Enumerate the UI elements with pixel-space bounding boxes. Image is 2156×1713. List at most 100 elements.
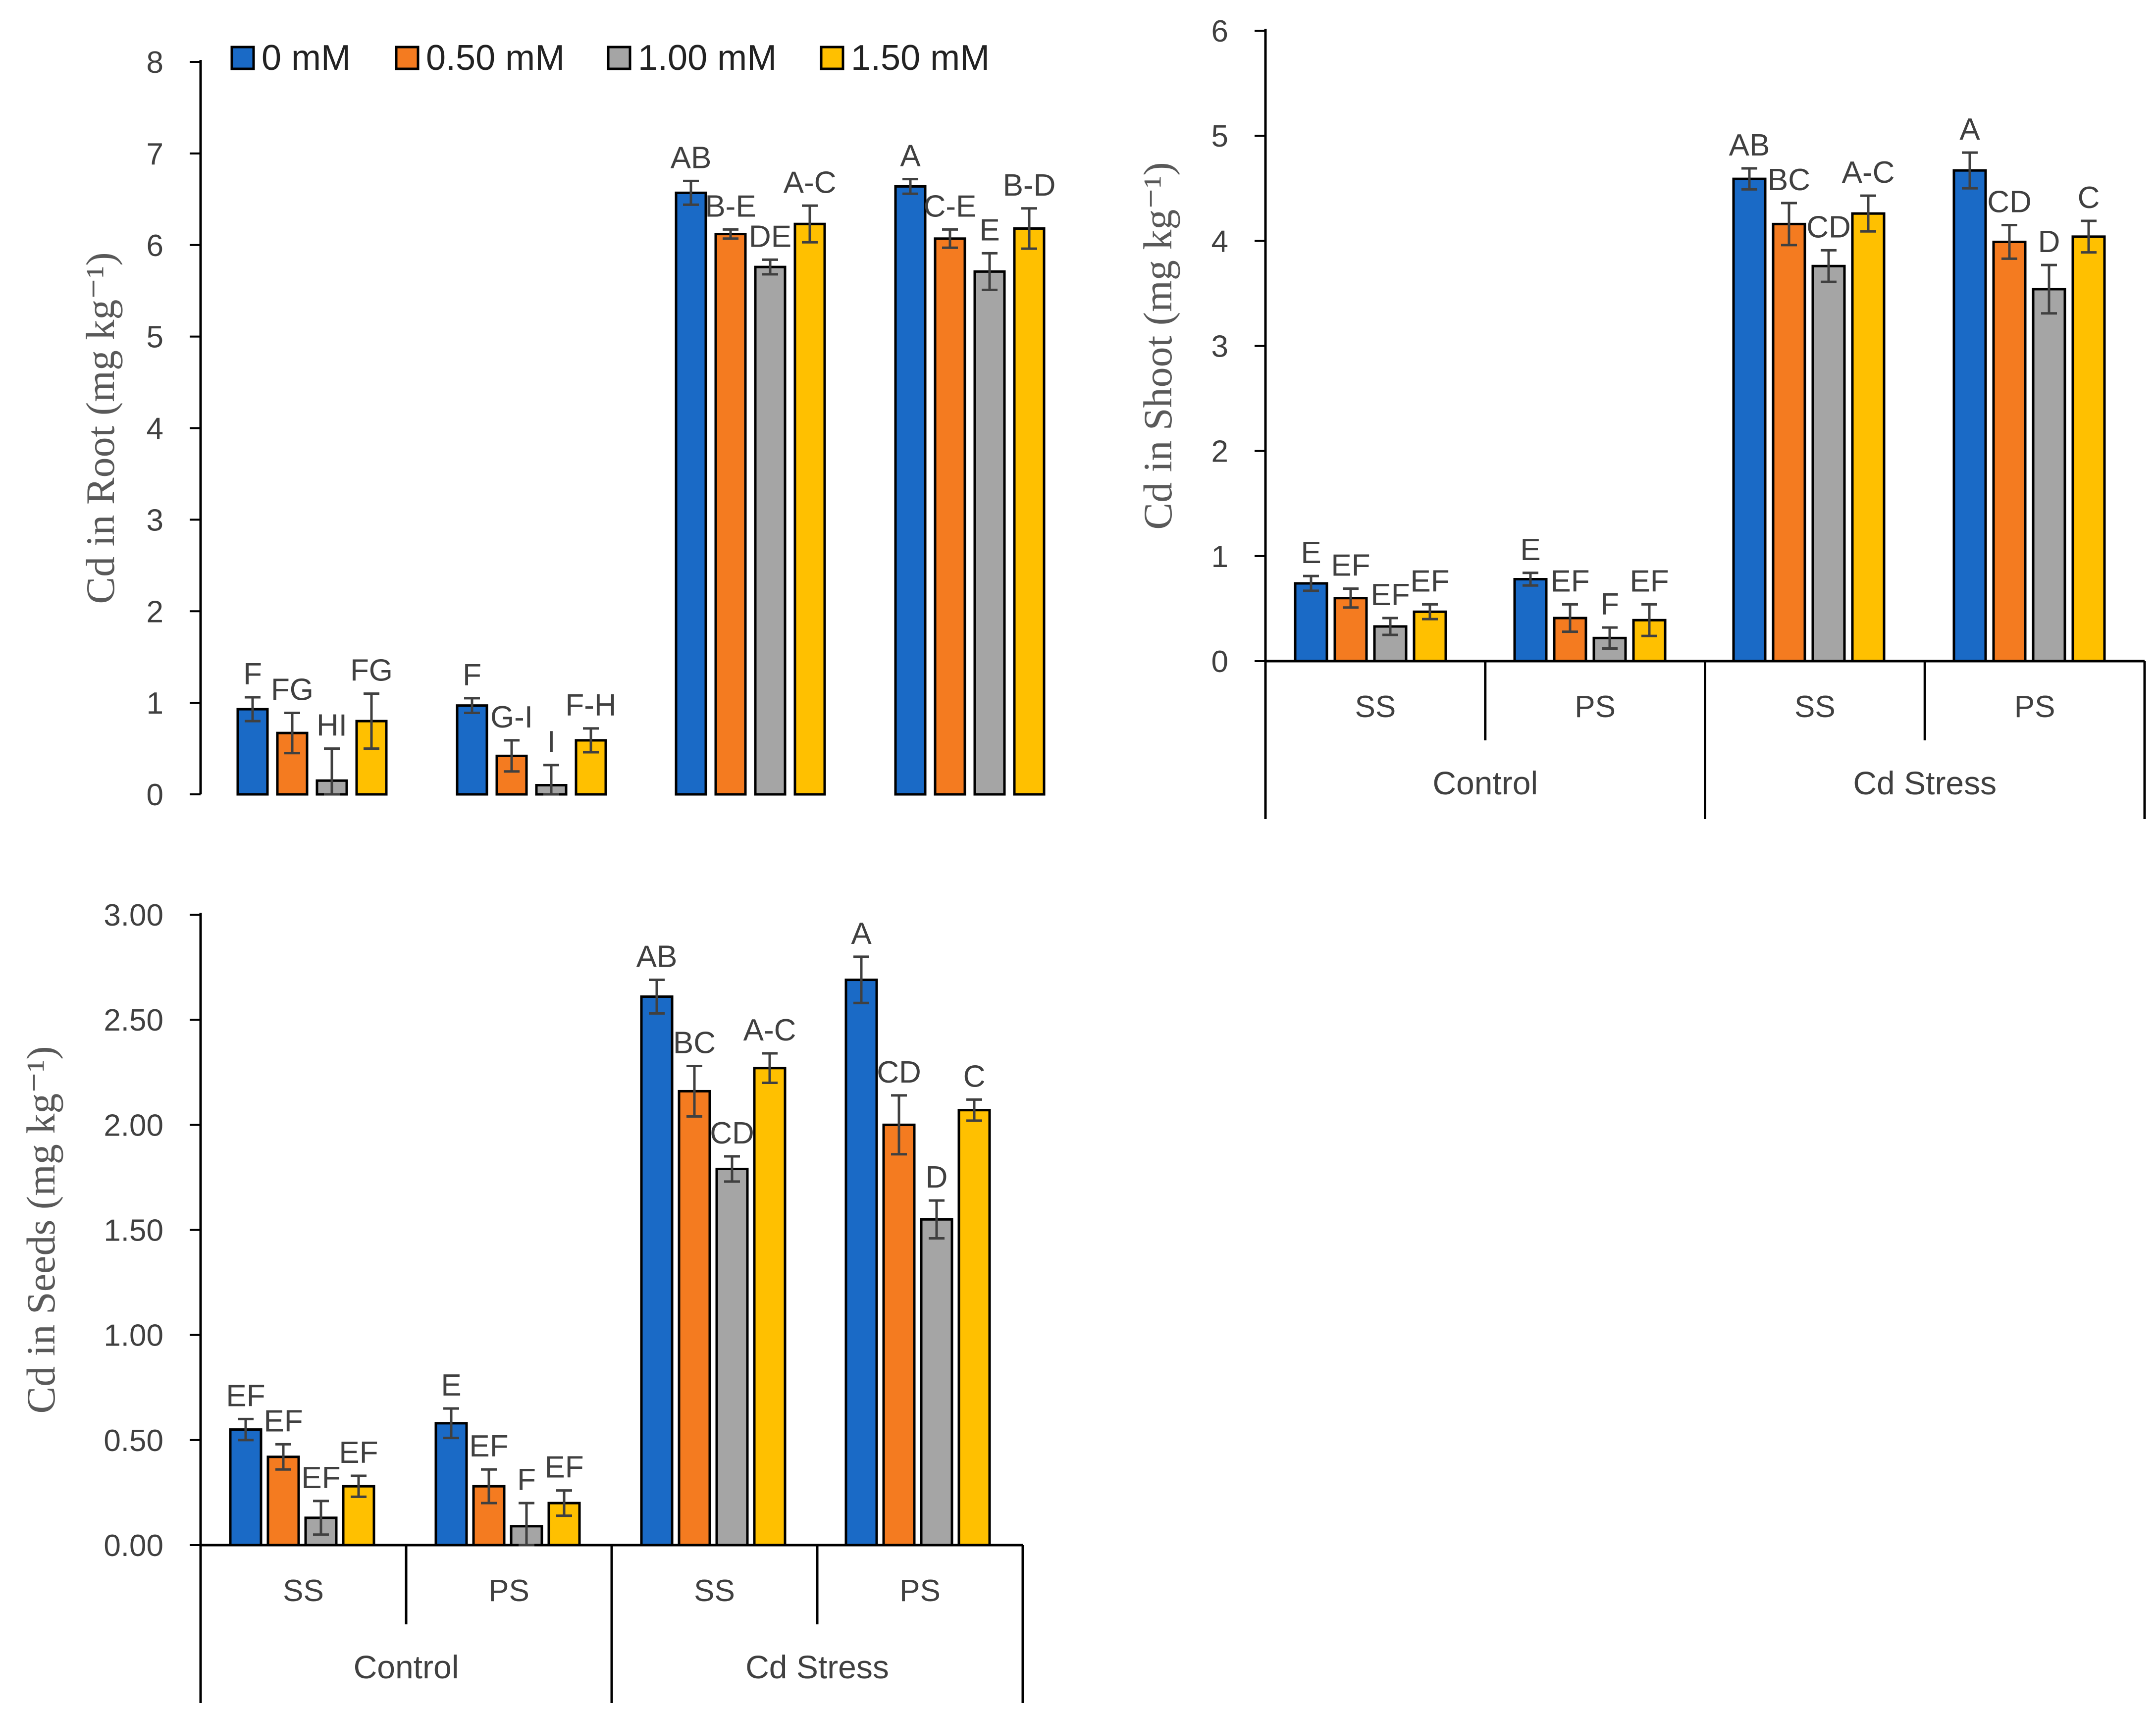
significance-letter: D — [2038, 225, 2060, 259]
significance-letter: I — [547, 725, 555, 759]
significance-letter: A — [851, 917, 872, 951]
bar — [973, 270, 1006, 796]
significance-letter: EF — [1331, 549, 1370, 583]
significance-letter: B-D — [1003, 168, 1056, 203]
significance-letter: E — [1301, 536, 1321, 570]
significance-letter: CD — [1987, 185, 2032, 219]
bar — [1732, 177, 1767, 663]
significance-letter: EF — [301, 1461, 340, 1495]
significance-letter: BC — [673, 1026, 716, 1060]
y-tick-label: 2 — [147, 595, 163, 629]
bar — [754, 265, 787, 796]
significance-letter: CD — [1806, 210, 1851, 244]
legend-swatch — [607, 46, 631, 70]
bar — [934, 237, 966, 796]
category-label: PS — [2014, 690, 2055, 724]
y-tick-label: 0 — [147, 778, 163, 812]
legend-label: 0 mM — [262, 38, 351, 78]
legend: 0 mM 0.50 mM 1.00 mM 1.50 mM — [230, 38, 990, 78]
category-label: SS — [1355, 690, 1396, 724]
significance-letter: D — [926, 1160, 948, 1194]
bar — [678, 1090, 711, 1547]
bar — [753, 1067, 787, 1547]
significance-letter: FG — [271, 673, 314, 707]
significance-letter: EF — [544, 1451, 583, 1485]
y-axis-label: Cd in Seeds (mg kg⁻¹) — [18, 1046, 63, 1413]
significance-letter: EF — [339, 1436, 378, 1470]
significance-letter: EF — [469, 1429, 508, 1463]
y-tick-label: 3 — [1211, 330, 1228, 364]
root-cd-chart: 0 1 2 3 4 5 6 7 8 Cd in Root (mg kg⁻¹) F F AB A FG G-I B… — [78, 46, 1055, 812]
significance-letter: A — [1959, 112, 1980, 147]
significance-letter: AB — [671, 141, 712, 175]
y-tick-label: 1 — [1211, 540, 1228, 574]
y-tick-label: 2.50 — [104, 1003, 163, 1038]
bar — [2071, 235, 2106, 663]
bar — [1513, 578, 1548, 663]
bar — [920, 1218, 953, 1547]
significance-letter: A-C — [784, 165, 837, 200]
significance-letter: DE — [749, 219, 791, 254]
y-tick-label: 4 — [147, 412, 163, 446]
group-label: Cd Stress — [1853, 765, 1997, 801]
bar — [1013, 227, 1046, 796]
category-label: SS — [283, 1574, 324, 1608]
significance-letter: A-C — [743, 1013, 796, 1047]
category-label: SS — [1794, 690, 1836, 724]
y-tick-label: 3 — [147, 503, 163, 537]
bar — [793, 222, 826, 796]
y-tick-label: 0.50 — [104, 1424, 163, 1458]
significance-letter: AB — [1729, 128, 1770, 162]
significance-letter: E — [441, 1368, 461, 1402]
bar — [882, 1123, 916, 1547]
bar — [1952, 169, 1987, 663]
significance-letter: E — [1520, 533, 1540, 567]
significance-letter: EF — [1370, 578, 1410, 612]
significance-letter: F-H — [565, 688, 616, 723]
significance-letter: AB — [636, 940, 678, 974]
significance-letter: F — [243, 657, 262, 691]
significance-letter: A — [900, 139, 921, 173]
bar — [1294, 582, 1328, 663]
y-tick-label: 1.00 — [104, 1319, 163, 1353]
significance-letter: CD — [877, 1055, 921, 1090]
legend-label: 0.50 mM — [426, 38, 565, 78]
bar — [434, 1422, 468, 1547]
significance-letter: EF — [1630, 564, 1669, 598]
legend-label: 1.00 mM — [638, 38, 777, 78]
significance-letter: EF — [1410, 564, 1449, 598]
legend-label: 1.50 mM — [851, 38, 990, 78]
y-axis-label: Cd in Shoot (mg kg⁻¹) — [1135, 162, 1180, 529]
significance-letter: C-E — [924, 189, 977, 223]
significance-letter: F — [1600, 587, 1619, 622]
y-tick-label: 0 — [1211, 645, 1228, 679]
y-tick-label: 0.00 — [104, 1529, 163, 1563]
shoot-cd-chart: 0 1 2 3 4 5 6 Cd in Shoot (mg kg⁻¹) SS PS SS PS Cont… — [1135, 14, 2146, 819]
bar — [675, 191, 707, 796]
bar — [894, 185, 927, 796]
significance-letter: B-E — [705, 189, 756, 223]
bar — [456, 704, 488, 796]
y-axis-label: Cd in Root (mg kg⁻¹) — [78, 252, 123, 604]
significance-letter: C — [963, 1059, 986, 1093]
y-tick-label: 6 — [1211, 14, 1228, 49]
y-tick-label: 4 — [1211, 224, 1228, 259]
bar — [1811, 264, 1846, 663]
y-tick-label: 2.00 — [104, 1108, 163, 1142]
bar — [715, 1167, 749, 1547]
significance-letter: G-I — [490, 700, 533, 734]
significance-letter: F — [517, 1463, 536, 1497]
significance-letter: EF — [226, 1379, 265, 1413]
significance-letter: HI — [316, 709, 347, 743]
y-tick-label: 1.50 — [104, 1214, 163, 1248]
category-label: PS — [488, 1574, 529, 1608]
group-label: Control — [354, 1649, 459, 1685]
significance-letter: EF — [1550, 564, 1589, 598]
significance-letter: A-C — [1842, 156, 1895, 190]
y-tick-label: 3.00 — [104, 898, 163, 933]
group-label: Control — [1432, 765, 1538, 801]
y-tick-label: 5 — [1211, 119, 1228, 154]
seed-cd-chart: 0.00 0.50 1.00 1.50 2.00 2.50 3.00 Cd in Seeds … — [18, 898, 1024, 1703]
y-tick-label: 2 — [1211, 435, 1228, 469]
significance-letter: EF — [263, 1404, 303, 1438]
